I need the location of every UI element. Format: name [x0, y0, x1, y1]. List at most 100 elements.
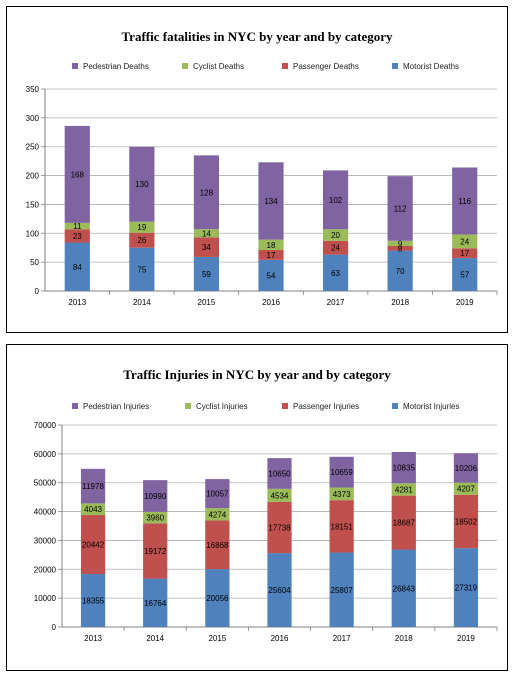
bar-segment	[129, 247, 155, 291]
data-label: 10659	[331, 468, 354, 477]
data-label: 26843	[393, 584, 416, 593]
bar-segment	[267, 553, 292, 627]
data-label: 8	[398, 244, 403, 253]
y-tick-label: 150	[26, 200, 40, 209]
bar-segment	[453, 453, 479, 483]
bar-segment	[391, 451, 416, 484]
y-tick-label: 0	[52, 623, 57, 632]
bar-segment	[143, 511, 168, 524]
bar-segment	[322, 229, 349, 241]
data-label: 10057	[206, 490, 229, 499]
data-label: 4281	[395, 485, 413, 494]
data-label: 18355	[82, 597, 105, 606]
x-tick-label: 2018	[395, 634, 413, 643]
fatalities-legend-item: Motorist Deaths	[392, 62, 459, 71]
bar-segment	[322, 254, 349, 291]
bar-segment	[453, 482, 479, 495]
data-label: 134	[264, 197, 278, 206]
fatalities-chart-panel: Traffic fatalities in NYC by year and by…	[6, 6, 508, 333]
data-label: 84	[73, 263, 82, 272]
bar-segment	[64, 242, 90, 291]
y-tick-label: 250	[26, 143, 40, 152]
y-tick-label: 100	[26, 229, 40, 238]
legend-label: Motorist Deaths	[403, 62, 459, 71]
fatalities-legend-item: Passenger Deaths	[282, 62, 359, 71]
data-label: 23	[73, 232, 82, 241]
x-tick-label: 2015	[208, 634, 226, 643]
data-label: 11	[73, 222, 82, 231]
injuries-chart: Traffic Injuries in NYC by year and by c…	[34, 367, 498, 643]
y-tick-label: 300	[26, 114, 40, 123]
y-tick-label: 20000	[34, 565, 57, 574]
x-tick-label: 2016	[271, 634, 289, 643]
bar-segment	[329, 552, 354, 627]
bar-segment	[258, 162, 284, 240]
data-label: 116	[458, 197, 471, 206]
legend-swatch	[282, 63, 288, 69]
bar-segment	[205, 479, 230, 509]
bar-segment	[80, 503, 106, 516]
data-label: 4207	[457, 485, 475, 494]
legend-swatch	[392, 403, 398, 409]
bar-segment	[453, 494, 479, 549]
bar-segment	[452, 258, 478, 291]
data-label: 18	[267, 241, 276, 250]
legend-swatch	[72, 63, 78, 69]
data-label: 59	[202, 270, 211, 279]
y-tick-label: 60000	[34, 450, 57, 459]
bar-segment	[391, 495, 416, 550]
legend-swatch	[185, 403, 191, 409]
data-label: 16764	[144, 599, 167, 608]
x-tick-label: 2016	[262, 298, 280, 307]
bar-segment	[143, 480, 168, 512]
data-label: 70	[396, 267, 405, 276]
bar-segment	[80, 574, 106, 627]
bar-segment	[193, 229, 220, 238]
bar-segment	[64, 222, 90, 230]
data-label: 4274	[208, 510, 226, 519]
legend-label: Cyclist Deaths	[193, 62, 244, 71]
data-label: 34	[202, 243, 211, 252]
injuries-chart-panel: Traffic Injuries in NYC by year and by c…	[6, 344, 508, 671]
y-tick-label: 50000	[34, 479, 57, 488]
data-label: 18687	[393, 519, 416, 528]
x-tick-label: 2019	[456, 298, 474, 307]
legend-label: Passenger Deaths	[293, 62, 359, 71]
bar-segment	[387, 240, 413, 246]
bar-segment	[193, 155, 220, 230]
bar-segment	[391, 549, 416, 627]
x-tick-label: 2013	[68, 298, 86, 307]
legend-label: Motorist Injuries	[403, 402, 459, 411]
injuries-chart-title: Traffic Injuries in NYC by year and by c…	[123, 367, 391, 382]
x-tick-label: 2013	[84, 634, 102, 643]
bar-segment	[205, 569, 230, 627]
data-label: 25807	[331, 586, 354, 595]
data-label: 24	[331, 244, 340, 253]
data-label: 57	[460, 271, 469, 280]
injuries-legend-item: Pedestrian Injuries	[72, 402, 149, 411]
data-label: 25604	[268, 586, 291, 595]
bar-segment	[129, 146, 155, 222]
bar-segment	[143, 523, 168, 579]
bar-segment	[452, 167, 478, 235]
x-tick-label: 2014	[146, 634, 164, 643]
injuries-legend-item: Cyclist Injuries	[185, 402, 248, 411]
data-label: 4043	[84, 505, 102, 514]
bar-segment	[453, 548, 479, 627]
data-label: 18502	[455, 517, 478, 526]
data-label: 4534	[271, 491, 289, 500]
x-tick-label: 2017	[333, 634, 351, 643]
y-tick-label: 0	[35, 287, 40, 296]
injuries-legend-item: Passenger Injuries	[282, 402, 359, 411]
legend-label: Passenger Injuries	[293, 402, 359, 411]
data-label: 75	[137, 265, 146, 274]
bar-segment	[329, 456, 354, 488]
y-tick-label: 30000	[34, 536, 57, 545]
fatalities-chart: Traffic fatalities in NYC by year and by…	[26, 29, 498, 307]
bar-segment	[267, 458, 292, 489]
legend-swatch	[72, 403, 78, 409]
bar-segment	[258, 250, 284, 260]
y-tick-label: 10000	[34, 594, 57, 603]
data-label: 14	[202, 229, 211, 238]
bar-segment	[258, 259, 284, 291]
